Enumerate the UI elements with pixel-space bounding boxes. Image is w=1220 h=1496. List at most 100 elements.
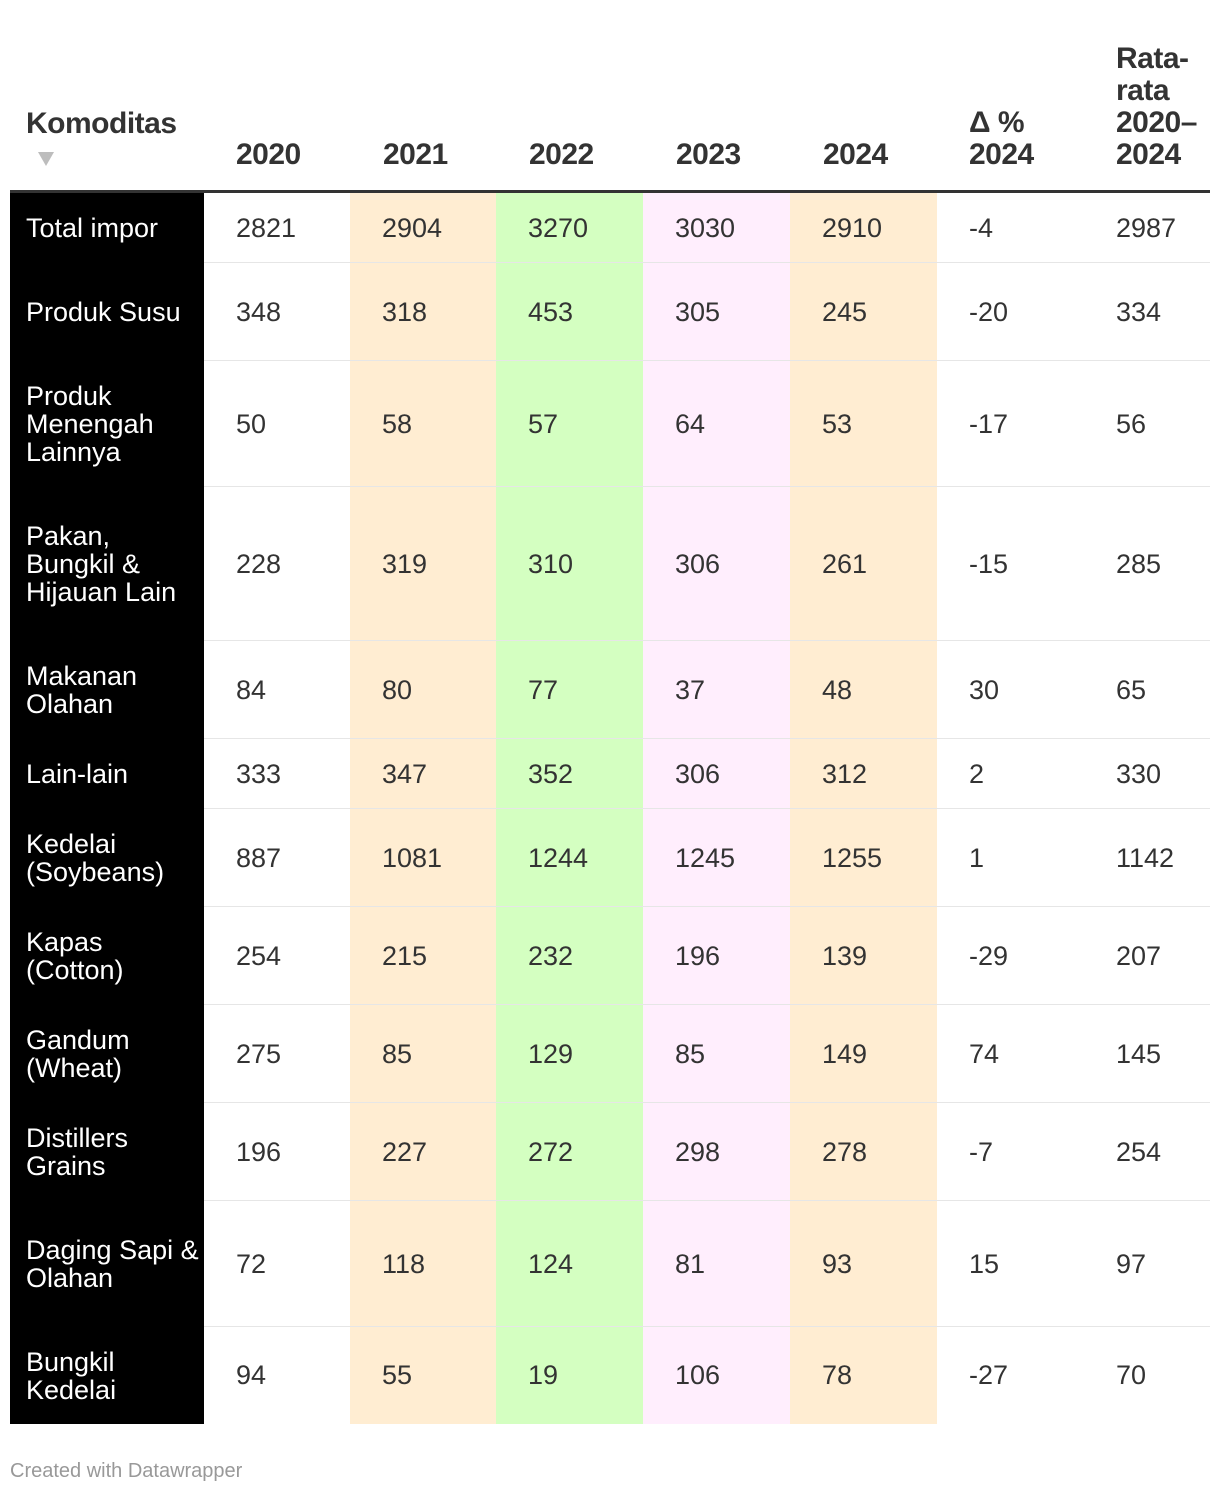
table-cell: -29 <box>937 907 1084 1005</box>
cell-value: 1245 <box>675 842 736 873</box>
row-divider <box>204 808 1210 809</box>
table-row: Total impor 2821 2904 3270 3030 2910 -4 2987 <box>10 193 1210 263</box>
table-cell: 275 <box>204 1005 350 1103</box>
table-cell: 65 <box>1084 641 1210 739</box>
table-cell: 2987 <box>1084 193 1210 263</box>
row-label: Daging Sapi & Olahan <box>26 1235 199 1293</box>
row-divider <box>204 486 1210 487</box>
table-cell: -15 <box>937 487 1084 641</box>
table-cell: 77 <box>496 641 643 739</box>
row-divider <box>204 640 1210 641</box>
cell-value: 106 <box>675 1360 721 1390</box>
table-cell: 285 <box>1084 487 1210 641</box>
cell-value: 85 <box>382 1038 413 1069</box>
table-cell: 58 <box>350 361 496 487</box>
table-cell: 19 <box>496 1327 643 1424</box>
row-divider <box>204 1004 1210 1005</box>
table-cell: 145 <box>1084 1005 1210 1103</box>
cell-value: 145 <box>1116 1038 1162 1069</box>
column-header-komoditas[interactable]: Komoditas <box>26 108 177 140</box>
column-header-2020[interactable]: 2020 <box>236 139 301 171</box>
column-header-2021[interactable]: 2021 <box>383 139 448 171</box>
table-cell: 78 <box>790 1327 937 1424</box>
column-header-delta-2024[interactable]: Δ % 2024 <box>969 107 1059 171</box>
row-label-cell: Produk Menengah Lainnya <box>10 361 204 487</box>
column-header-average[interactable]: Rata-rata 2020–2024 <box>1116 43 1216 171</box>
table-row: Kapas (Cotton) 254 215 232 196 139 -29 207 <box>10 907 1210 1005</box>
table-cell: 215 <box>350 907 496 1005</box>
table-cell: 48 <box>790 641 937 739</box>
cell-value: 278 <box>822 1136 868 1167</box>
row-label: Distillers Grains <box>26 1123 129 1181</box>
table-cell: 94 <box>204 1327 350 1424</box>
table-cell: 30 <box>937 641 1084 739</box>
cell-value: 94 <box>236 1360 267 1390</box>
table-cell: 330 <box>1084 739 1210 809</box>
row-divider <box>204 360 1210 361</box>
cell-value: 254 <box>236 940 282 971</box>
table-row: Gandum (Wheat) 275 85 129 85 149 74 145 <box>10 1005 1210 1103</box>
cell-value: 65 <box>1116 674 1147 705</box>
cell-value: 124 <box>528 1248 574 1279</box>
column-header-2023[interactable]: 2023 <box>676 139 741 171</box>
table-cell: -17 <box>937 361 1084 487</box>
table-cell: -27 <box>937 1327 1084 1424</box>
row-label: Kedelai (Soybeans) <box>26 829 165 887</box>
cell-value: 77 <box>528 674 559 705</box>
row-label-cell: Pakan, Bungkil & Hijauan Lain <box>10 487 204 641</box>
row-label: Produk Susu <box>26 297 181 327</box>
table-cell: 278 <box>790 1103 937 1201</box>
table-cell: 72 <box>204 1201 350 1327</box>
column-header-label: Komoditas <box>26 107 177 140</box>
row-divider <box>204 738 1210 739</box>
cell-value: 215 <box>382 940 428 971</box>
row-label-cell: Distillers Grains <box>10 1103 204 1201</box>
sort-descending-icon[interactable] <box>38 152 54 166</box>
cell-value: 228 <box>236 548 282 579</box>
cell-value: 254 <box>1116 1136 1162 1167</box>
cell-value: 275 <box>236 1038 282 1069</box>
table-row: Produk Susu 348 318 453 305 245 -20 334 <box>10 263 1210 361</box>
row-divider <box>204 262 1210 263</box>
row-label-cell: Gandum (Wheat) <box>10 1005 204 1103</box>
table-cell: 37 <box>643 641 790 739</box>
cell-value: 80 <box>382 674 413 705</box>
table-cell: 227 <box>350 1103 496 1201</box>
table-row: Lain-lain 333 347 352 306 312 2 330 <box>10 739 1210 809</box>
table-cell: 139 <box>790 907 937 1005</box>
table-cell: 57 <box>496 361 643 487</box>
cell-value: 196 <box>675 940 721 971</box>
cell-value: 319 <box>382 548 428 579</box>
cell-value: 318 <box>382 296 428 327</box>
cell-value: 64 <box>675 408 706 439</box>
cell-value: 55 <box>382 1360 413 1390</box>
table-cell: 254 <box>204 907 350 1005</box>
cell-value: 227 <box>382 1136 428 1167</box>
column-header-2024[interactable]: 2024 <box>823 139 888 171</box>
row-label-cell: Total impor <box>10 193 204 263</box>
column-header-label: 2022 <box>529 138 594 171</box>
row-label: Gandum (Wheat) <box>26 1025 130 1083</box>
table-cell: 129 <box>496 1005 643 1103</box>
cell-value: 312 <box>822 758 868 789</box>
column-header-2022[interactable]: 2022 <box>529 139 594 171</box>
table-cell: 3030 <box>643 193 790 263</box>
cell-value: 70 <box>1116 1360 1147 1390</box>
cell-value: 333 <box>236 758 282 789</box>
table-cell: 228 <box>204 487 350 641</box>
cell-value: 310 <box>528 548 574 579</box>
cell-value: 81 <box>675 1248 706 1279</box>
row-label: Bungkil Kedelai <box>26 1346 117 1405</box>
table-cell: 50 <box>204 361 350 487</box>
table-cell: 352 <box>496 739 643 809</box>
table-cell: 1245 <box>643 809 790 907</box>
column-header-label: Δ % 2024 <box>969 106 1034 171</box>
cell-value: 196 <box>236 1136 282 1167</box>
cell-value: 453 <box>528 296 574 327</box>
table-cell: 70 <box>1084 1327 1210 1424</box>
cell-value: 298 <box>675 1136 721 1167</box>
row-label-cell: Lain-lain <box>10 739 204 809</box>
table-cell: 55 <box>350 1327 496 1424</box>
table-cell: 254 <box>1084 1103 1210 1201</box>
cell-value: -4 <box>969 212 994 243</box>
